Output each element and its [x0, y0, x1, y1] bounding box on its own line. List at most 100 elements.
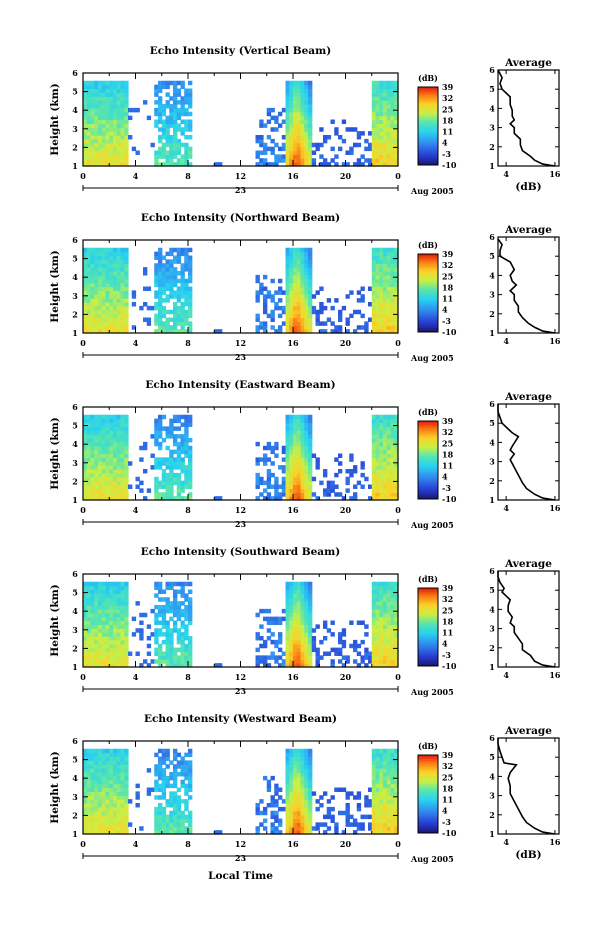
colorbar-tick-label: 4	[442, 639, 448, 649]
heatmap-cell	[124, 636, 129, 641]
heatmap-cell	[375, 313, 380, 319]
heatmap-cell	[176, 488, 182, 493]
heatmap-cell	[255, 441, 260, 447]
heatmap-cell	[293, 775, 298, 781]
heatmap-cell	[285, 612, 290, 618]
heatmap-cell	[300, 445, 305, 451]
heatmap-cell	[180, 624, 185, 629]
heatmap-cell	[105, 150, 110, 155]
heatmap-cell	[304, 628, 309, 633]
heatmap-cell	[158, 430, 163, 435]
heatmap-cell	[188, 305, 193, 311]
heatmap-cell	[188, 154, 193, 159]
heatmap-cell	[296, 278, 302, 284]
heatmap-cell	[94, 655, 99, 660]
heatmap-cell	[285, 84, 290, 90]
heatmap-cell	[304, 492, 309, 497]
heatmap-cell	[120, 799, 125, 804]
heatmap-cell	[360, 822, 365, 827]
heatmap-cell	[169, 608, 174, 614]
heatmap-cell	[300, 294, 305, 299]
heatmap-cell	[285, 480, 290, 486]
heatmap-cell	[109, 430, 114, 435]
heatmap-cell	[293, 647, 298, 653]
heatmap-cell	[83, 259, 88, 264]
heatmap-cell	[161, 267, 167, 272]
heatmap-cell	[184, 814, 189, 820]
heatmap-cell	[296, 810, 302, 816]
heatmap-cell	[289, 480, 294, 486]
heatmap-cell	[371, 803, 377, 808]
heatmap-cell	[98, 251, 103, 257]
heatmap-cell	[161, 659, 167, 664]
colorbar-tick-label: -3	[442, 817, 451, 827]
heatmap-cell	[341, 787, 347, 792]
heatmap-cell	[101, 162, 107, 167]
heatmap-cell	[83, 779, 88, 785]
heatmap-cell	[161, 822, 167, 827]
heatmap-cell	[184, 768, 189, 773]
heatmap-cell	[109, 453, 114, 458]
heatmap-cell	[105, 484, 110, 489]
heatmap-cell	[379, 131, 384, 136]
heatmap-cell	[83, 131, 88, 136]
heatmap-cell	[386, 418, 392, 424]
heatmap-cell	[94, 484, 99, 489]
heatmap-cell	[394, 764, 399, 769]
colorbar-tick-label: 4	[442, 806, 448, 816]
colorbar-unit-label: (dB)	[418, 407, 438, 417]
heatmap-cell	[386, 457, 392, 462]
heatmap-cell	[368, 787, 373, 792]
heatmap-cell	[154, 764, 159, 769]
heatmap-cell	[120, 624, 125, 629]
heatmap-cell	[169, 309, 174, 315]
colorbar-swatch	[418, 127, 438, 131]
heatmap-cell	[165, 830, 170, 835]
heatmap-cell	[158, 259, 163, 264]
heatmap-cell	[113, 445, 118, 451]
heatmap-cell	[274, 492, 279, 497]
heatmap-cell	[169, 135, 174, 140]
heatmap-cell	[293, 92, 298, 97]
heatmap-cell	[300, 290, 305, 295]
y-tick-label: 5	[72, 87, 78, 97]
heatmap-cell	[371, 651, 377, 656]
heatmap-cell	[368, 814, 373, 820]
heatmap-cell	[296, 84, 302, 90]
heatmap-cell	[188, 449, 193, 455]
heatmap-cell	[113, 791, 118, 796]
heatmap-cell	[176, 146, 182, 152]
heatmap-cell	[300, 496, 305, 501]
heatmap-cell	[90, 317, 95, 322]
heatmap-cell	[386, 756, 392, 761]
heatmap-cell	[394, 313, 399, 319]
heatmap-cell	[173, 115, 178, 121]
heatmap-cell	[364, 663, 369, 668]
heatmap-cell	[353, 492, 358, 497]
heatmap-cell	[188, 255, 193, 260]
heatmap-cell	[120, 146, 125, 152]
heatmap-cell	[308, 317, 313, 322]
heatmap-cell	[124, 616, 129, 622]
heatmap-cell	[83, 135, 88, 140]
colorbar-swatch	[418, 255, 438, 259]
heatmap-cell	[255, 803, 260, 808]
heatmap-cell	[90, 787, 95, 792]
heatmap-cell	[105, 752, 110, 758]
heatmap-cell	[161, 597, 167, 602]
heatmap-cell	[146, 286, 152, 291]
colorbar-swatch	[418, 628, 438, 632]
heatmap-cell	[169, 107, 174, 113]
heatmap-cell	[124, 422, 129, 427]
heatmap-cell	[173, 651, 178, 656]
heatmap-cell	[158, 274, 163, 280]
heatmap-cell	[120, 601, 125, 606]
heatmap-cell	[296, 756, 302, 761]
heatmap-cell	[98, 107, 103, 113]
heatmap-cell	[360, 639, 365, 645]
heatmap-cell	[173, 302, 178, 307]
heatmap-cell	[296, 488, 302, 493]
average-y-tick-label: 6	[489, 65, 495, 75]
heatmap-cell	[90, 158, 95, 163]
heatmap-cell	[304, 655, 309, 660]
